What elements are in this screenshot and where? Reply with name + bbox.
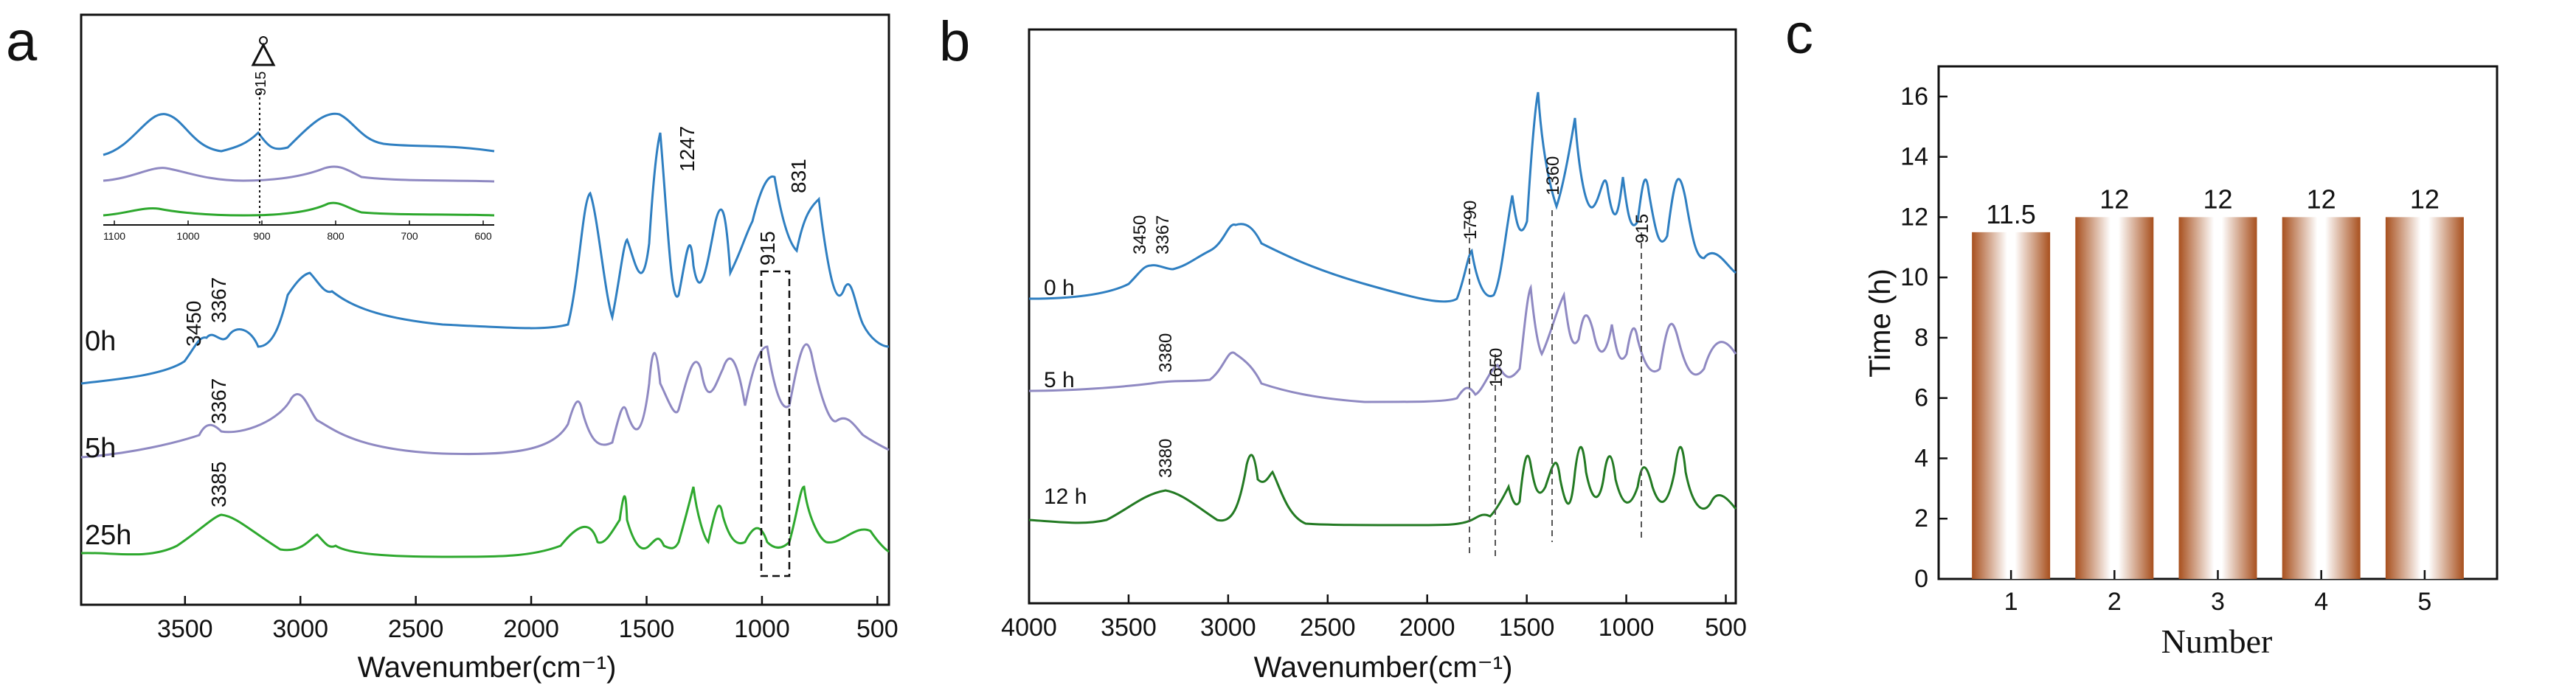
marker-label-1650: 1650 [1486,348,1506,387]
panel-a-inset: 1100 1000 900 800 700 600 915 [103,36,495,242]
series-0h-curve [80,132,890,385]
epoxide-ring-icon [251,36,276,66]
peak-label-3380-5h-b: 3380 [1156,333,1176,372]
panel-letter-c: c [1785,3,1813,66]
series-label-0h: 0h [85,326,116,357]
panel-b-x-tick-label: 1500 [1499,614,1555,642]
peak-label-915: 915 [756,231,779,266]
bar-value-label: 11.5 [1986,199,2035,229]
series-5h-curve [80,343,890,459]
highlight-box-915 [760,270,791,577]
panel-b-x-tick-label: 3500 [1101,614,1157,642]
peak-label-3380-12h-b: 3380 [1156,439,1176,478]
panel-c-y-tick-label: 14 [1900,143,1928,171]
marker-label-1790: 1790 [1461,201,1481,240]
inset-x-tick-label: 1100 [103,230,125,242]
series-label-25h: 25h [85,520,131,551]
series-label-0h-b: 0 h [1044,276,1075,300]
panel-c: c 0 2 4 6 8 10 12 14 16 1 11.5 2 12 3 12 4 12 5 12 Time (… [1785,3,2499,660]
panel-c-y-tick-label: 12 [1900,203,1928,231]
series-0h-curve-b [1028,91,1737,303]
panel-a-x-tick-label: 500 [856,615,899,643]
panel-c-x-tick-label: 2 [2108,588,2122,616]
panel-c-y-tick-label: 8 [1914,324,1928,352]
peak-label-1247: 1247 [676,126,699,172]
panel-c-y-tick-label: 2 [1914,504,1928,532]
panel-a-x-tick-label: 3000 [272,615,328,643]
panel-b-x-tick-label: 2500 [1300,614,1356,642]
peak-label-3367-5h: 3367 [207,378,230,424]
panel-a-x-tick-label: 3500 [157,615,213,643]
panel-c-y-ticks: 0 2 4 6 8 10 12 14 16 [1900,83,1947,593]
panel-a-x-tick-label: 2000 [503,615,559,643]
panel-c-y-tick-label: 0 [1914,565,1928,593]
panel-b-frame [1028,28,1737,605]
inset-915-label: 915 [253,72,269,96]
panel-c-x-tick-label: 4 [2314,588,2328,616]
peak-label-3385: 3385 [207,462,230,507]
panel-c-y-tick-label: 16 [1900,83,1928,111]
panel-b-x-tick-label: 2000 [1399,614,1455,642]
inset-x-tick-label: 700 [401,230,418,242]
peak-label-3450: 3450 [182,301,205,347]
series-label-12h-b: 12 h [1044,485,1087,509]
panel-c-y-tick-label: 10 [1900,263,1928,291]
inset-x-tick-label: 800 [327,230,344,242]
bar-value-label: 12 [2307,184,2336,214]
panel-a-x-axis-title: Wavenumber(cm⁻¹) [358,651,617,684]
panel-a-frame [80,13,890,606]
bar-3 [2178,217,2257,579]
bar-2 [2075,217,2154,579]
panel-c-y-axis-title: Time (h) [1864,268,1897,377]
panel-c-y-tick-label: 6 [1914,384,1928,412]
panel-b: b 4000 3500 3000 2500 2000 1500 1000 500 Wavenu… [939,10,1747,684]
series-25h-curve [80,485,890,558]
peak-label-3450-b: 3450 [1130,215,1150,254]
panel-a-x-ticks: 3500 3000 2500 2000 1500 1000 500 [157,596,899,643]
panel-a: a 3500 3000 2500 2000 1500 1000 500 Wavenumber… [6,10,899,684]
panel-b-x-ticks: 4000 3500 3000 2500 2000 1500 1000 500 [1001,594,1747,642]
panel-c-x-tick-label: 3 [2211,588,2225,616]
panel-c-x-axis-title: Number [2161,622,2273,660]
panel-c-x-tick-label: 1 [2004,588,2018,616]
inset-x-tick-label: 900 [253,230,271,242]
inset-x-ticks: 1100 1000 900 800 700 600 [103,221,492,242]
bar-4 [2282,217,2361,579]
panel-letter-b: b [939,10,970,73]
bar-value-label: 12 [2099,184,2129,214]
panel-b-x-tick-label: 500 [1705,614,1747,642]
panel-b-x-tick-label: 4000 [1001,614,1057,642]
panel-c-x-tick-label: 5 [2417,588,2431,616]
bar-5 [2385,217,2464,579]
panel-letter-a: a [6,10,38,73]
panel-a-x-tick-label: 2500 [388,615,444,643]
panel-a-x-tick-label: 1000 [734,615,790,643]
series-label-5h-b: 5 h [1044,368,1075,392]
panel-a-x-tick-label: 1500 [619,615,675,643]
series-label-5h: 5h [85,433,116,464]
panel-b-x-tick-label: 3000 [1200,614,1256,642]
panel-c-bars: 1 11.5 2 12 3 12 4 12 5 12 [1972,184,2464,616]
series-12h-curve-b [1028,445,1737,527]
marker-label-1360: 1360 [1543,156,1563,195]
bar-value-label: 12 [2203,184,2232,214]
bar-value-label: 12 [2410,184,2440,214]
panel-b-x-tick-label: 1000 [1599,614,1655,642]
inset-curve-0h [103,112,495,156]
peak-label-3367-0h: 3367 [207,277,230,323]
marker-label-915: 915 [1632,214,1652,243]
panel-b-x-axis-title: Wavenumber(cm⁻¹) [1254,651,1513,684]
inset-curve-5h [103,165,495,183]
bar-1 [1972,232,2051,579]
inset-x-tick-label: 1000 [176,230,199,242]
inset-curve-25h [103,201,495,217]
panel-c-y-tick-label: 4 [1914,444,1928,472]
inset-x-tick-label: 600 [474,230,492,242]
peak-label-831: 831 [787,159,810,193]
peak-label-3367-b: 3367 [1153,215,1173,254]
series-5h-curve-b [1028,283,1737,403]
